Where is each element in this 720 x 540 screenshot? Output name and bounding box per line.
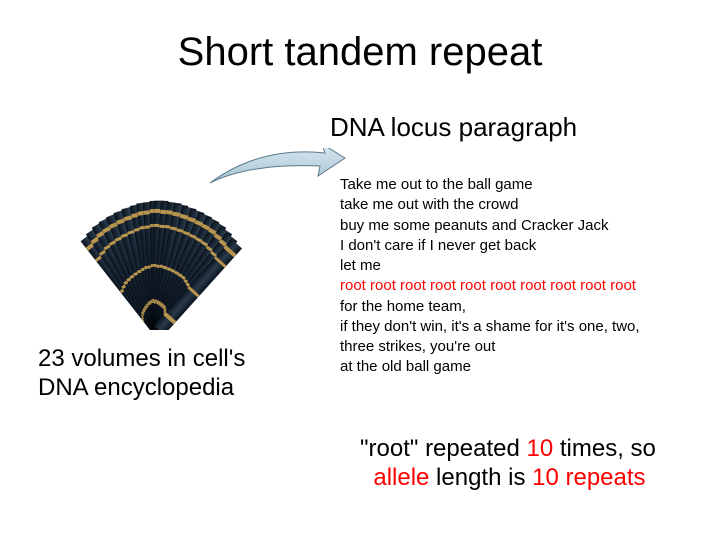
bottom-text: "root" repeated xyxy=(360,435,526,462)
lyrics-line: for the home team, xyxy=(340,297,720,317)
bottom-allele: allele xyxy=(373,464,429,491)
bottom-text: length is xyxy=(429,464,532,491)
bottom-count: 10 xyxy=(526,435,553,462)
lyrics-block: Take me out to the ball game take me out… xyxy=(340,175,720,378)
page-title: Short tandem repeat xyxy=(0,30,720,75)
lyrics-line: three strikes, you're out xyxy=(340,337,720,357)
encyclopedia-books xyxy=(14,200,304,330)
lyrics-line: if they don't win, it's a shame for it's… xyxy=(340,317,720,337)
left-caption-line2: DNA encyclopedia xyxy=(38,374,234,401)
bottom-repeats: 10 repeats xyxy=(532,464,645,491)
bottom-caption: "root" repeated 10 times, so allele leng… xyxy=(360,435,700,493)
lyrics-line: at the old ball game xyxy=(340,357,720,377)
lyrics-line: Take me out to the ball game xyxy=(340,175,720,195)
left-caption-line1: 23 volumes in cell's xyxy=(38,345,245,372)
lyrics-repeat-line: root root root root root root root root … xyxy=(340,276,720,296)
lyrics-line: I don't care if I never get back xyxy=(340,236,720,256)
bottom-text: times, so xyxy=(553,435,656,462)
lyrics-line: take me out with the crowd xyxy=(340,195,720,215)
lyrics-line: let me xyxy=(340,256,720,276)
lyrics-line: buy me some peanuts and Cracker Jack xyxy=(340,216,720,236)
subtitle: DNA locus paragraph xyxy=(330,112,577,143)
left-caption: 23 volumes in cell's DNA encyclopedia xyxy=(38,345,288,403)
